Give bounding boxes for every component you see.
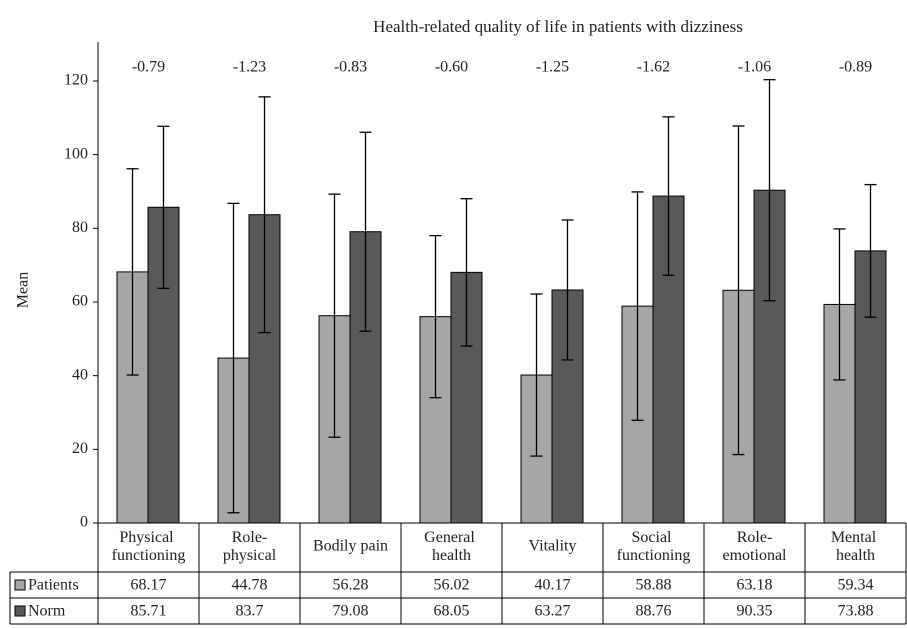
table-cell: 73.88 bbox=[838, 603, 874, 620]
error-bar bbox=[328, 193, 341, 438]
annotation: -1.23 bbox=[233, 59, 266, 76]
label-line: Mental bbox=[831, 529, 880, 546]
legend-label: Norm bbox=[28, 603, 66, 620]
table-cell: 88.76 bbox=[636, 603, 672, 620]
label-line: Social bbox=[632, 529, 676, 546]
x-tick-label: Role-emotional bbox=[723, 529, 788, 564]
chart-title: Health-related quality of life in patien… bbox=[373, 17, 743, 36]
error-bar bbox=[359, 131, 372, 332]
label-line: Role- bbox=[232, 529, 268, 546]
label-line: emotional bbox=[723, 547, 788, 564]
legend-label: Patients bbox=[28, 577, 79, 594]
y-tick-label: 60 bbox=[72, 293, 88, 310]
error-bar bbox=[126, 168, 139, 376]
label-line: Physical bbox=[119, 529, 177, 546]
error-bar bbox=[662, 116, 675, 276]
y-axis-label: Mean bbox=[15, 272, 32, 308]
x-tick-label: Bodily pain bbox=[313, 538, 388, 555]
table-cell: 44.78 bbox=[232, 577, 268, 594]
label-line: functioning bbox=[112, 547, 186, 564]
y-tick-label: 80 bbox=[72, 219, 88, 236]
table-cell: 83.7 bbox=[236, 603, 264, 620]
y-tick-label: 100 bbox=[64, 145, 88, 162]
error-bar bbox=[530, 293, 543, 457]
x-tick-label: General health bbox=[424, 529, 479, 564]
x-tick-label: Physical functioning bbox=[112, 529, 186, 564]
annotation: -0.79 bbox=[132, 59, 165, 76]
annotation: -1.25 bbox=[536, 59, 569, 76]
table-cell: 63.27 bbox=[535, 603, 571, 620]
y-tick-label: 20 bbox=[72, 440, 88, 457]
error-bar bbox=[864, 183, 877, 318]
table-cell: 85.71 bbox=[131, 603, 167, 620]
table-cell: 68.17 bbox=[131, 577, 167, 594]
error-bar bbox=[631, 191, 644, 421]
error-bar bbox=[227, 202, 240, 514]
table-cell: 59.34 bbox=[838, 577, 874, 594]
x-tick-label: Mental health bbox=[831, 529, 880, 564]
annotation: -0.60 bbox=[435, 59, 468, 76]
table-cell: 58.88 bbox=[636, 577, 672, 594]
annotation: -0.89 bbox=[839, 59, 872, 76]
y-tick-label: 120 bbox=[64, 72, 88, 89]
table-cell: 90.35 bbox=[737, 603, 773, 620]
legend-swatch bbox=[14, 605, 26, 617]
x-tick-label: Social functioning bbox=[617, 529, 691, 564]
table-cell: 56.28 bbox=[333, 577, 369, 594]
annotation: -0.83 bbox=[334, 59, 367, 76]
legend-swatch bbox=[14, 579, 26, 591]
label-line: functioning bbox=[617, 547, 691, 564]
y-tick-label: 0 bbox=[80, 514, 88, 531]
table-cell: 63.18 bbox=[737, 577, 773, 594]
x-tick-label: Role-physical bbox=[223, 529, 277, 564]
table-cell: 56.02 bbox=[434, 577, 470, 594]
annotation: -1.62 bbox=[637, 59, 670, 76]
label-line: physical bbox=[223, 547, 277, 564]
label-line: health bbox=[836, 547, 875, 564]
table-cell: 68.05 bbox=[434, 603, 470, 620]
error-bar bbox=[429, 234, 442, 399]
error-bar bbox=[763, 79, 776, 302]
table-cell: 40.17 bbox=[535, 577, 571, 594]
y-tick-label: 40 bbox=[72, 366, 88, 383]
error-bar bbox=[460, 198, 473, 347]
label-line: General bbox=[424, 529, 479, 546]
annotation: -1.06 bbox=[738, 59, 771, 76]
error-bar bbox=[732, 125, 745, 456]
table-cell: 79.08 bbox=[333, 603, 369, 620]
error-bar bbox=[833, 228, 846, 381]
error-bar bbox=[258, 96, 271, 334]
error-bar bbox=[157, 125, 170, 289]
label-line: health bbox=[432, 547, 471, 564]
x-tick-label: Vitality bbox=[529, 538, 577, 555]
label-line: Role- bbox=[737, 529, 773, 546]
error-bar bbox=[561, 219, 574, 361]
